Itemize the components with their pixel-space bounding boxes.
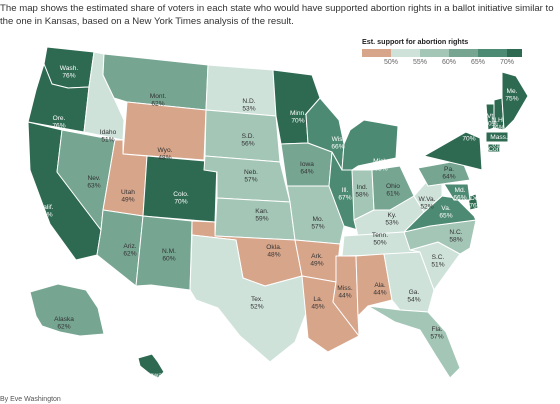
legend-tick: 65% — [470, 59, 486, 66]
state-label-mont: Mont. 62% — [150, 93, 167, 108]
state-label-conn: Conn. 74% — [488, 146, 506, 161]
state-label-nm: N.M. 60% — [162, 248, 176, 263]
state-label-ala: Ala. 44% — [373, 282, 386, 297]
legend-swatch — [507, 49, 522, 57]
state-label-wva: W.Va. 52% — [418, 196, 435, 211]
state-label-me: Me. 75% — [505, 88, 518, 103]
state-label-nev: Nev. 63% — [87, 175, 100, 190]
state-label-wis: Wis. 66% — [331, 136, 344, 151]
state-label-mass: Mass. 81% — [490, 134, 508, 149]
state-label-sc: S.C. 51% — [431, 254, 444, 269]
legend-swatch — [478, 49, 507, 57]
state-label-hawaii: Hawaii 78% — [145, 372, 165, 387]
state-fla — [367, 305, 461, 379]
state-label-kan: Kan. 59% — [255, 208, 269, 223]
state-del — [467, 193, 479, 211]
intro-text: The map shows the estimated share of vot… — [0, 3, 554, 27]
state-label-del: Del. 76% — [469, 195, 482, 210]
state-label-vt: Vt. 80% — [484, 113, 497, 128]
state-ala — [355, 253, 393, 317]
state-ariz — [96, 209, 144, 287]
state-label-ohio: Ohio 61% — [386, 183, 400, 198]
state-label-okla: Okla. 48% — [266, 244, 282, 259]
state-label-ny: N.Y. 70% — [462, 128, 475, 143]
state-label-tenn: Tenn. 50% — [372, 232, 388, 247]
state-nm — [135, 215, 193, 291]
state-label-ariz: Ariz. 62% — [123, 243, 136, 258]
legend-swatch — [391, 49, 420, 57]
state-label-nd: N.D. 53% — [242, 98, 255, 113]
state-pa — [417, 159, 471, 187]
state-label-nc: N.C. 58% — [449, 229, 462, 244]
state-label-ark: Ark. 49% — [310, 253, 323, 268]
state-nd — [205, 64, 277, 117]
legend-tick: 60% — [441, 59, 457, 66]
state-label-minn: Minn. 70% — [290, 110, 306, 125]
byline: By Eve Washington — [0, 396, 61, 403]
state-label-neb: Neb. 57% — [244, 169, 258, 184]
state-label-idaho: Idaho 51% — [100, 129, 117, 144]
legend-title: Est. support for abortion rights — [362, 37, 469, 46]
state-label-utah: Utah 49% — [121, 189, 135, 204]
state-conn — [487, 143, 501, 153]
state-label-la: La. 45% — [311, 296, 324, 311]
legend-tick: 70% — [499, 59, 515, 66]
legend-color-bar — [362, 49, 522, 57]
state-label-ga: Ga. 54% — [407, 289, 420, 304]
state-label-wyo: Wyo. 48% — [158, 147, 173, 162]
state-label-colo: Colo. 70% — [173, 191, 189, 206]
state-label-fla: Fla. 57% — [430, 326, 443, 341]
state-label-ill: Ill. 67% — [338, 187, 351, 202]
state-label-va: Va. 65% — [439, 205, 452, 220]
state-alaska — [29, 283, 105, 337]
legend-tick: 55% — [412, 59, 428, 66]
state-label-iowa: Iowa 64% — [300, 161, 314, 176]
legend-ticks: 50% 55% 60% 65% 70% — [362, 59, 522, 69]
state-labels: Wash. 76% Ore. 76% Calif. 71% Idaho 51% Nev. 63% M… — [38, 65, 518, 387]
state-mass — [485, 131, 509, 143]
state-label-ore: Ore. 76% — [52, 115, 65, 130]
state-mich — [341, 119, 399, 171]
legend-swatch — [449, 49, 478, 57]
state-label-pa: Pa. 64% — [442, 166, 455, 181]
legend-swatch — [362, 49, 391, 57]
state-label-ky: Ky. 53% — [385, 212, 398, 227]
state-label-nh: N.H. 76% — [491, 117, 504, 132]
state-hawaii — [137, 353, 165, 379]
state-ny — [423, 131, 483, 171]
us-state-map: Wash. 76% Ore. 76% Calif. 71% Idaho 51% Nev. 63% M… — [27, 46, 529, 387]
state-label-md: Md. 66% — [453, 187, 466, 202]
legend-tick: 50% — [383, 59, 399, 66]
state-label-mich: Mich. 65% — [373, 158, 389, 173]
state-label-ind: Ind. 58% — [355, 184, 368, 199]
state-label-alaska: Alaska 62% — [54, 316, 74, 331]
legend-swatch — [420, 49, 449, 57]
state-label-mo: Mo. 57% — [311, 216, 324, 231]
state-wyo — [122, 101, 207, 161]
state-me — [501, 71, 529, 131]
state-md — [443, 183, 471, 201]
state-label-calif: Calif. 71% — [38, 204, 53, 219]
state-tex — [189, 234, 309, 363]
state-label-miss: Miss. 44% — [337, 285, 353, 300]
state-label-sd: S.D. 56% — [241, 133, 254, 148]
state-label-tex: Tex. 52% — [250, 296, 263, 311]
legend: Est. support for abortion rights 50% 55%… — [362, 37, 522, 69]
state-label-wash: Wash. 76% — [60, 65, 79, 80]
state-shapes — [27, 46, 529, 379]
